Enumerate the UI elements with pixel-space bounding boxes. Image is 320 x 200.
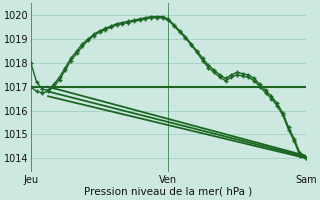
X-axis label: Pression niveau de la mer( hPa ): Pression niveau de la mer( hPa ) [84, 187, 252, 197]
